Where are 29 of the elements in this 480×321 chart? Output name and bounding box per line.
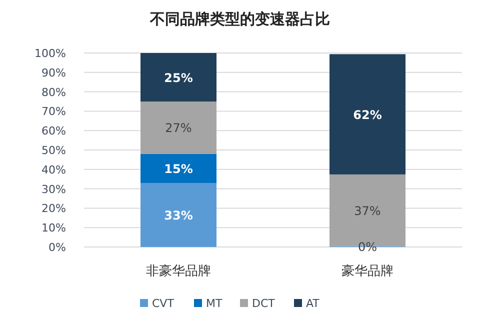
bar xyxy=(140,53,216,102)
data-label: 62% xyxy=(353,108,382,122)
legend-label: MT xyxy=(206,297,222,310)
y-tick-label: 100% xyxy=(34,47,66,60)
x-tick-label: 豪华品牌 xyxy=(342,264,394,279)
bar xyxy=(330,54,406,174)
data-label: 27% xyxy=(165,121,192,136)
y-tick-label: 80% xyxy=(42,86,66,99)
y-tick-label: 10% xyxy=(42,222,66,235)
bar xyxy=(140,182,216,247)
data-label: 25% xyxy=(164,70,193,85)
bar xyxy=(140,102,216,154)
x-tick-label: 非豪华品牌 xyxy=(146,264,211,279)
y-tick-label: 50% xyxy=(42,144,66,157)
y-tick-label: 70% xyxy=(42,105,66,118)
y-tick-label: 20% xyxy=(42,202,66,216)
y-tick-label: 0% xyxy=(48,241,66,254)
y-tick-label: 30% xyxy=(42,182,66,196)
bar xyxy=(140,154,216,183)
y-tick-label: 90% xyxy=(42,66,66,80)
data-label: 15% xyxy=(164,162,193,176)
chart-title: 不同品牌类型的变速器占比 xyxy=(149,10,330,28)
legend-label: AT xyxy=(306,297,320,310)
legend-label: CVT xyxy=(152,297,174,310)
data-label: 37% xyxy=(354,204,381,218)
data-label: 33% xyxy=(164,208,193,222)
y-tick-label: 60% xyxy=(42,124,66,138)
legend-label: DCT xyxy=(252,297,276,310)
y-tick-label: 40% xyxy=(42,163,66,176)
